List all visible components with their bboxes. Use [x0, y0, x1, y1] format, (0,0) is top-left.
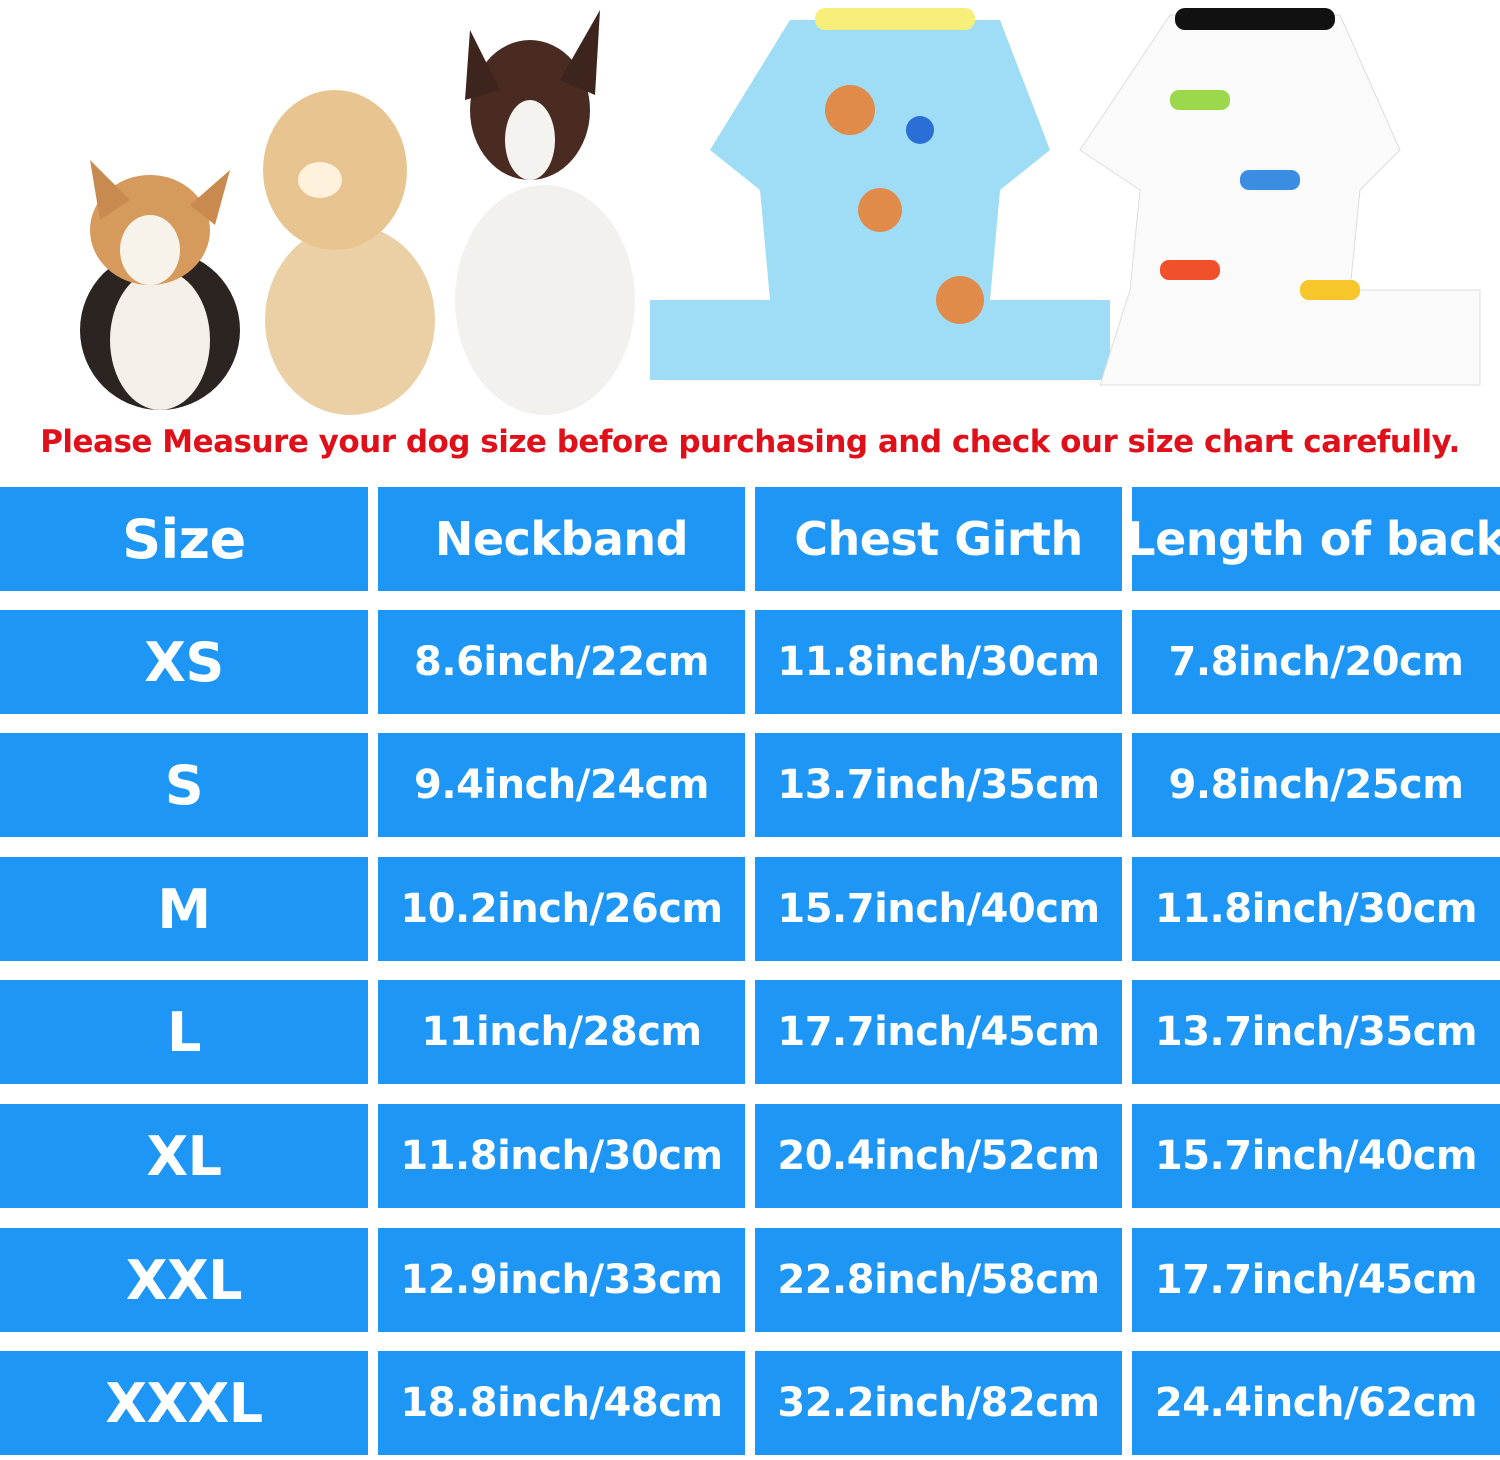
- white-dog-bone-pajama-image: [1079, 8, 1481, 386]
- chest-girth-cell: 15.7inch/40cm: [755, 857, 1122, 961]
- product-photos: [80, 8, 1481, 415]
- measure-notice: Please Measure your dog size before purc…: [40, 424, 1460, 460]
- size-cell: M: [0, 857, 368, 961]
- table-row: S 9.4inch/24cm 13.7inch/35cm 9.8inch/25cm: [0, 733, 1500, 837]
- neckband-cell: 8.6inch/22cm: [378, 610, 745, 714]
- neckband-cell: 18.8inch/48cm: [378, 1351, 745, 1455]
- chest-girth-cell: 32.2inch/82cm: [755, 1351, 1122, 1455]
- corgi-puppy-image: [80, 160, 240, 410]
- size-cell: XL: [0, 1104, 368, 1208]
- border-collie-image: [455, 10, 635, 415]
- size-cell: XXL: [0, 1228, 368, 1332]
- blue-corgi-pajama-image: [650, 8, 1110, 380]
- chest-girth-cell: 22.8inch/58cm: [755, 1228, 1122, 1332]
- table-row: XL 11.8inch/30cm 20.4inch/52cm 15.7inch/40c…: [0, 1104, 1500, 1208]
- table-row: XXL 12.9inch/33cm 22.8inch/58cm 17.7inch/45…: [0, 1228, 1500, 1332]
- neckband-cell: 11inch/28cm: [378, 980, 745, 1084]
- table-header-row: Size Neckband Chest Girth Length of back: [0, 487, 1500, 591]
- neckband-cell: 11.8inch/30cm: [378, 1104, 745, 1208]
- neckband-cell: 10.2inch/26cm: [378, 857, 745, 961]
- chest-girth-cell: 13.7inch/35cm: [755, 733, 1122, 837]
- size-cell: L: [0, 980, 368, 1084]
- golden-retriever-puppy-image: [263, 90, 435, 415]
- length-of-back-cell: 24.4inch/62cm: [1132, 1351, 1500, 1455]
- table-row: XXXL 18.8inch/48cm 32.2inch/82cm 24.4inch/6…: [0, 1351, 1500, 1455]
- length-of-back-cell: 7.8inch/20cm: [1132, 610, 1500, 714]
- length-of-back-cell: 13.7inch/35cm: [1132, 980, 1500, 1084]
- neckband-cell: 12.9inch/33cm: [378, 1228, 745, 1332]
- size-cell: XS: [0, 610, 368, 714]
- length-of-back-cell: 11.8inch/30cm: [1132, 857, 1500, 961]
- chest-girth-cell: 20.4inch/52cm: [755, 1104, 1122, 1208]
- size-cell: S: [0, 733, 368, 837]
- table-row: L 11inch/28cm 17.7inch/45cm 13.7inch/35cm: [0, 980, 1500, 1084]
- table-row: XS 8.6inch/22cm 11.8inch/30cm 7.8inch/20cm: [0, 610, 1500, 714]
- table-row: M 10.2inch/26cm 15.7inch/40cm 11.8inch/30cm: [0, 857, 1500, 961]
- length-of-back-cell: 9.8inch/25cm: [1132, 733, 1500, 837]
- header-chest-girth: Chest Girth: [755, 487, 1122, 591]
- header-neckband: Neckband: [378, 487, 745, 591]
- length-of-back-cell: 17.7inch/45cm: [1132, 1228, 1500, 1332]
- header-length-of-back: Length of back: [1126, 487, 1500, 591]
- chest-girth-cell: 17.7inch/45cm: [755, 980, 1122, 1084]
- length-of-back-cell: 15.7inch/40cm: [1132, 1104, 1500, 1208]
- size-cell: XXXL: [0, 1351, 368, 1455]
- header-size: Size: [0, 487, 368, 591]
- neckband-cell: 9.4inch/24cm: [378, 733, 745, 837]
- chest-girth-cell: 11.8inch/30cm: [755, 610, 1122, 714]
